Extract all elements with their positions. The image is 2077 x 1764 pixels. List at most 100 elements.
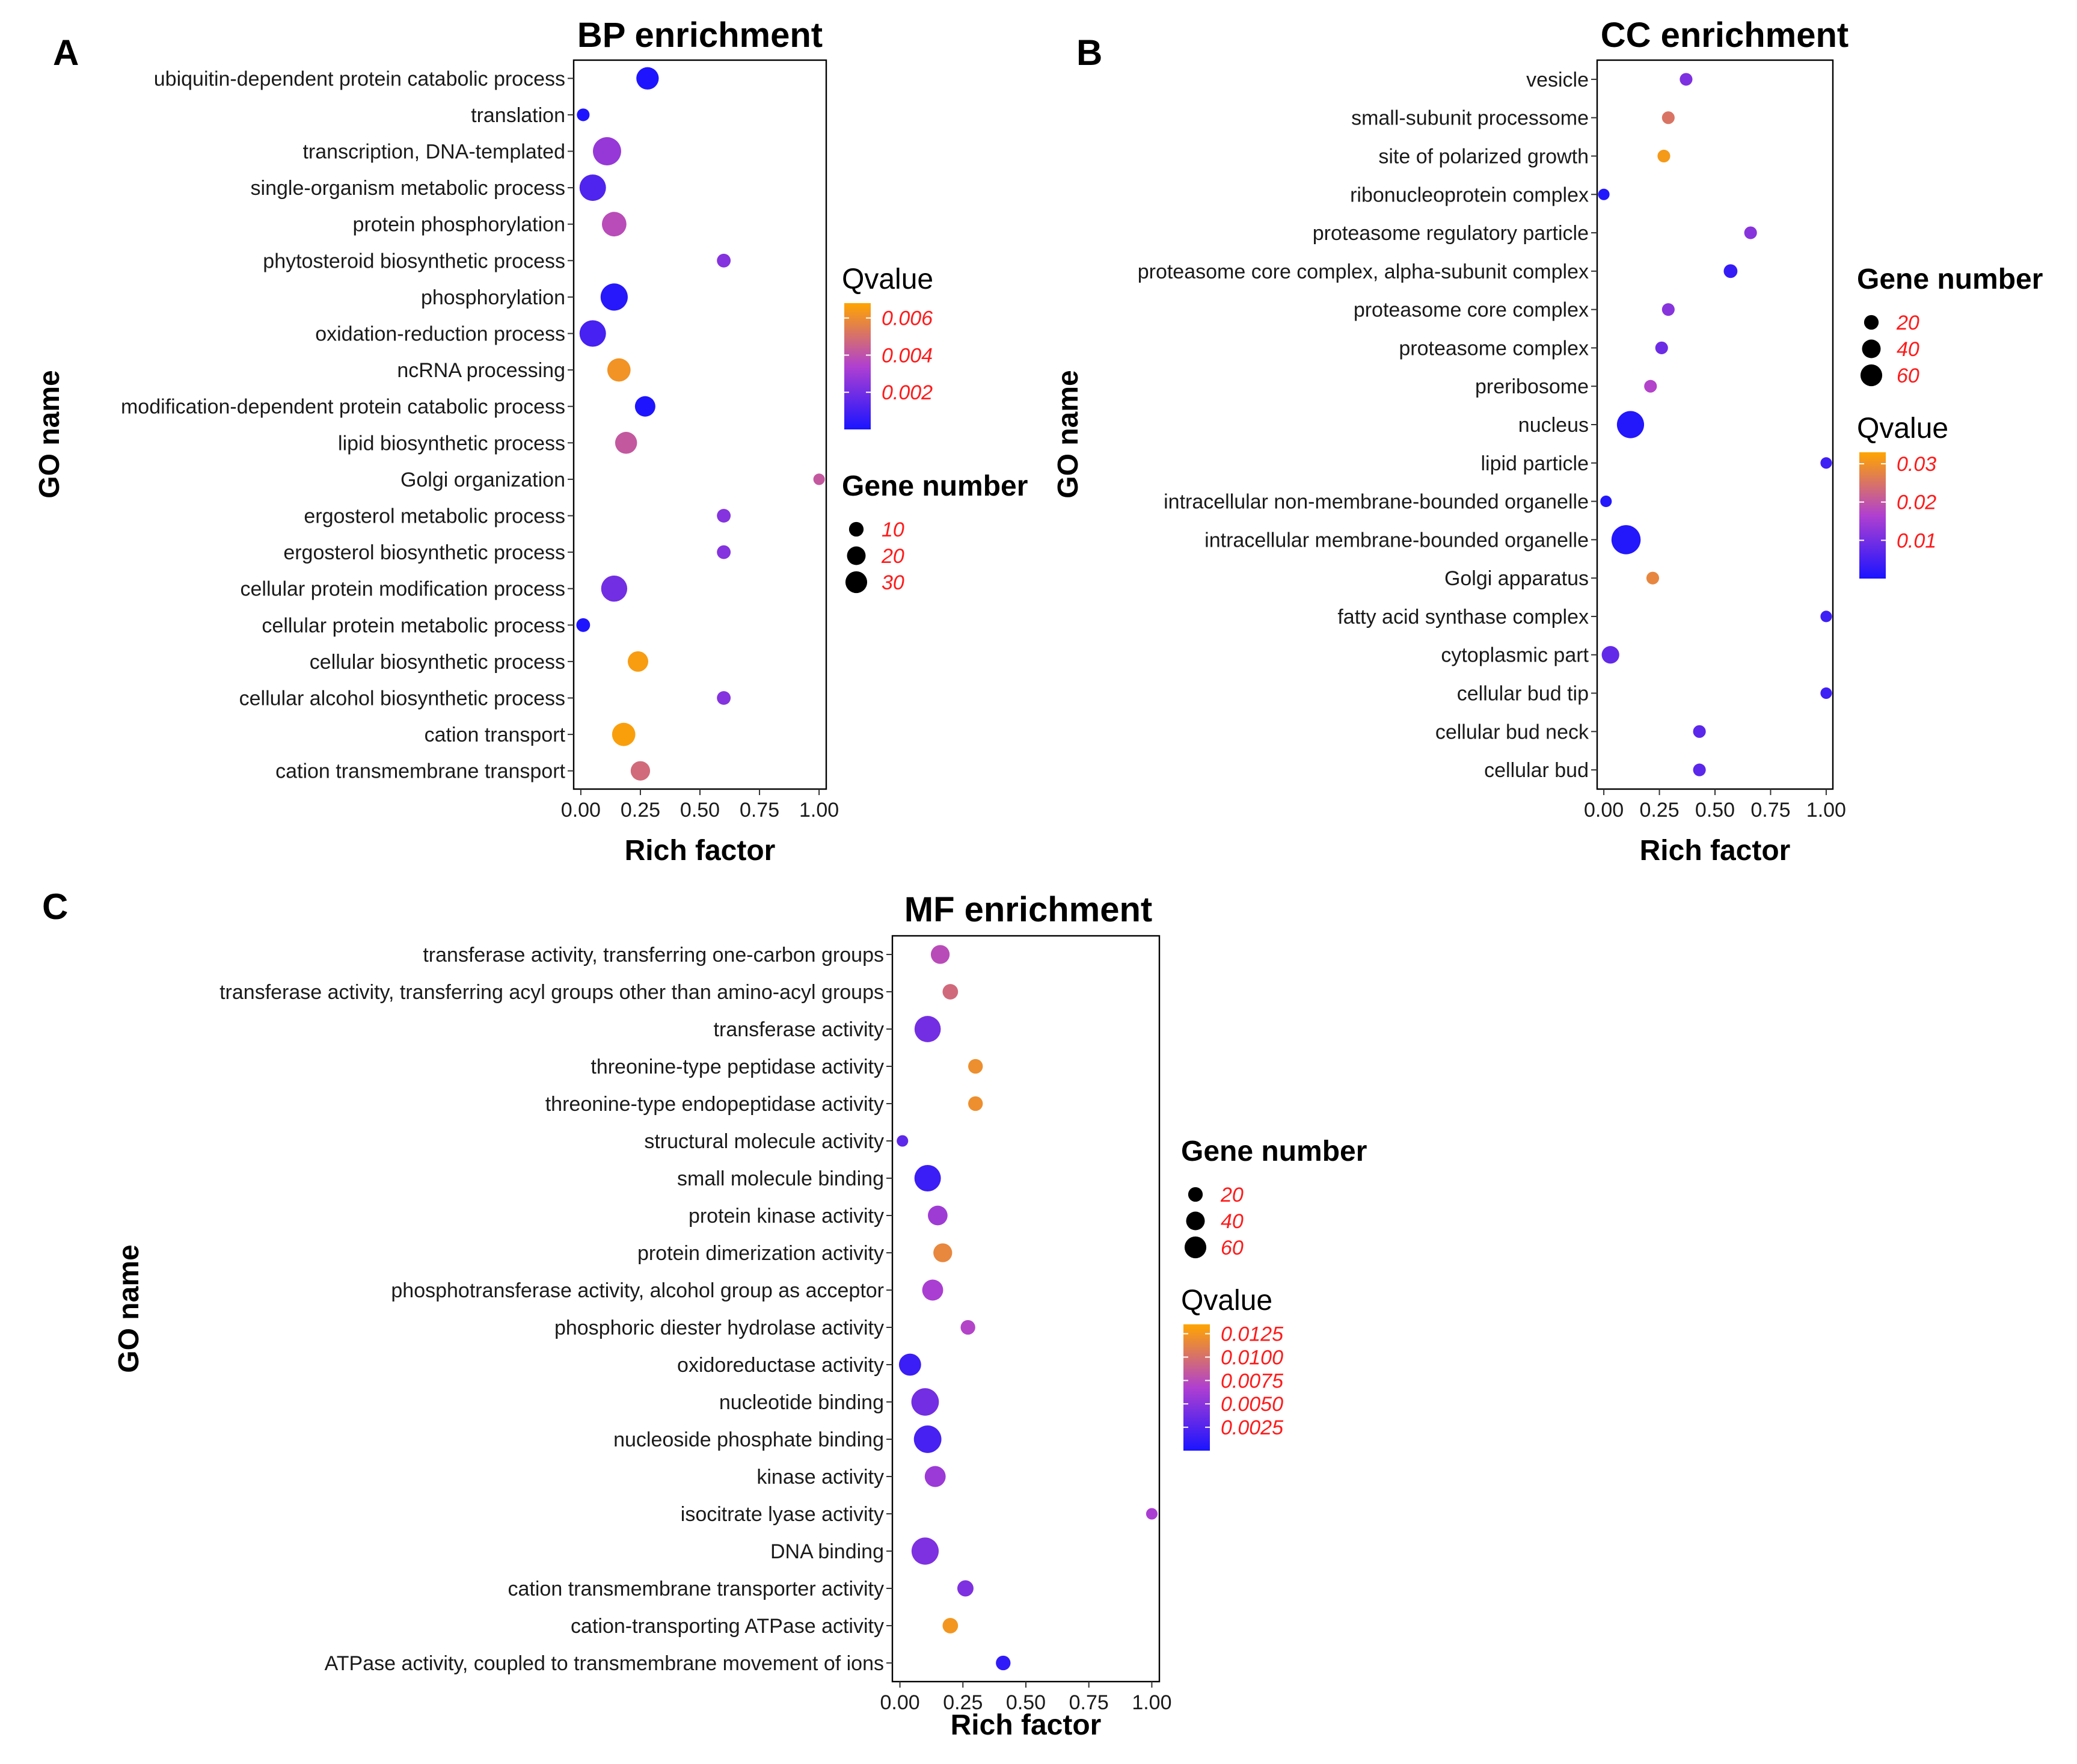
data-point xyxy=(942,984,959,1000)
y-tick-label: transferase activity, transferring acyl … xyxy=(219,981,884,1004)
qvalue-tick-label: 0.03 xyxy=(1897,453,1936,476)
data-point xyxy=(717,509,731,523)
y-tick-label: cellular bud xyxy=(1484,759,1589,782)
x-tick-label: 0.25 xyxy=(943,1691,983,1714)
x-tick-label: 1.00 xyxy=(1806,799,1846,822)
data-point xyxy=(960,1320,975,1335)
qvalue-tick-label: 0.002 xyxy=(882,381,933,404)
y-tick-label: fatty acid synthase complex xyxy=(1337,606,1589,628)
y-tick-label: transferase activity, transferring one-c… xyxy=(423,944,884,967)
y-axis-label: GO name xyxy=(34,370,66,498)
data-point xyxy=(968,1096,983,1111)
gene-number-tick-label: 30 xyxy=(882,571,904,594)
y-axis-label: GO name xyxy=(113,1244,145,1372)
bp-enrichment-chart: BP enrichment ubiquitin-dependent protein… xyxy=(34,16,1028,867)
y-tick-label: phosphoric diester hydrolase activity xyxy=(554,1317,884,1339)
qvalue-tick-label: 0.0100 xyxy=(1221,1346,1283,1369)
data-point xyxy=(898,1353,921,1376)
gene-number-tick-label: 60 xyxy=(1221,1237,1244,1259)
data-point xyxy=(1655,341,1668,354)
data-point xyxy=(1723,264,1738,278)
gene-number-tick-label: 20 xyxy=(1220,1184,1244,1206)
y-tick-label: cellular bud neck xyxy=(1435,721,1589,743)
y-tick-label: ATPase activity, coupled to transmembran… xyxy=(325,1652,884,1675)
qvalue-tick-label: 0.0025 xyxy=(1221,1416,1283,1439)
qvalue-colorbar xyxy=(844,303,871,429)
x-tick-label: 0.75 xyxy=(740,799,779,822)
data-point xyxy=(1601,646,1619,664)
y-tick-label: cellular protein modification process xyxy=(241,578,565,601)
chart-title: MF enrichment xyxy=(904,890,1153,929)
data-point xyxy=(1598,188,1610,200)
data-point xyxy=(1657,149,1670,163)
data-point xyxy=(968,1059,983,1074)
y-tick-label: ergosterol metabolic process xyxy=(304,505,565,528)
data-point xyxy=(717,545,731,559)
y-tick-label: translation xyxy=(471,104,565,127)
y-tick-label: Golgi organization xyxy=(400,469,565,491)
size-legend-dot xyxy=(1860,364,1883,387)
panel-label-a: A xyxy=(53,32,79,73)
data-point xyxy=(579,174,606,201)
y-tick-label: Golgi apparatus xyxy=(1444,567,1589,590)
data-point xyxy=(913,1425,942,1453)
gene-number-tick-label: 20 xyxy=(881,545,904,568)
y-tick-label: cellular protein metabolic process xyxy=(262,614,565,637)
x-tick-label: 0.75 xyxy=(1069,1691,1109,1714)
data-point xyxy=(593,137,621,165)
gene-number-tick-label: 20 xyxy=(1896,312,1919,334)
data-point xyxy=(1611,525,1641,555)
y-tick-label: phosphorylation xyxy=(421,286,565,309)
data-point xyxy=(1744,226,1757,239)
data-point xyxy=(577,108,590,121)
y-tick-label: ubiquitin-dependent protein catabolic pr… xyxy=(154,67,565,90)
y-tick-label: cellular alcohol biosynthetic process xyxy=(239,687,565,710)
gene-number-legend-title: Gene number xyxy=(1857,263,2043,295)
qvalue-colorbar xyxy=(1183,1324,1210,1451)
size-legend-dot xyxy=(1184,1236,1207,1259)
data-point xyxy=(922,1279,943,1301)
data-point xyxy=(1820,457,1832,469)
y-tick-label: threonine-type endopeptidase activity xyxy=(545,1093,884,1116)
y-tick-label: cellular bud tip xyxy=(1457,683,1589,705)
gene-number-tick-label: 10 xyxy=(882,518,904,541)
size-legend-dot xyxy=(1188,1187,1203,1202)
qvalue-legend-title: Qvalue xyxy=(842,263,933,295)
y-tick-label: cation transmembrane transporter activit… xyxy=(508,1578,884,1600)
data-point xyxy=(601,212,627,237)
y-tick-label: lipid particle xyxy=(1480,452,1589,475)
cc-enrichment-chart: CC enrichment vesicle small-subunit proces… xyxy=(1052,16,2043,867)
data-point xyxy=(612,722,636,746)
data-point xyxy=(600,283,628,311)
mf-enrichment-chart: MF enrichment transferase activity, trans… xyxy=(113,890,1367,1741)
plot-border xyxy=(891,935,1161,1683)
qvalue-tick-label: 0.0125 xyxy=(1221,1323,1283,1346)
y-tick-label: modification-dependent protein catabolic… xyxy=(121,396,565,419)
y-tick-label: preribosome xyxy=(1475,375,1589,398)
data-point xyxy=(930,945,950,964)
x-axis-label: Rich factor xyxy=(951,1709,1102,1741)
gene-number-legend-title: Gene number xyxy=(842,470,1028,502)
size-legend-dot xyxy=(1864,315,1879,330)
data-point xyxy=(1820,687,1832,699)
x-tick-label: 0.50 xyxy=(1695,799,1735,822)
data-point xyxy=(933,1243,953,1262)
y-tick-label: ncRNA processing xyxy=(397,359,565,382)
y-tick-label: nucleotide binding xyxy=(719,1391,884,1414)
y-tick-label: threonine-type peptidase activity xyxy=(591,1056,884,1078)
qvalue-legend-title: Qvalue xyxy=(1181,1285,1272,1317)
data-point xyxy=(897,1135,909,1147)
panel-label-c: C xyxy=(42,887,68,927)
x-tick-label: 1.00 xyxy=(1132,1691,1171,1714)
data-point xyxy=(1661,303,1675,316)
data-point xyxy=(914,1016,941,1042)
gene-number-tick-label: 60 xyxy=(1897,364,1919,387)
data-point xyxy=(717,691,731,705)
y-tick-label: small-subunit processome xyxy=(1351,107,1589,130)
y-tick-label: phosphotransferase activity, alcohol gro… xyxy=(391,1279,884,1302)
gene-number-tick-label: 40 xyxy=(1897,338,1919,361)
data-point xyxy=(1661,111,1675,124)
x-axis-label: Rich factor xyxy=(1640,835,1791,867)
y-tick-label: intracellular membrane-bounded organelle xyxy=(1204,529,1589,552)
